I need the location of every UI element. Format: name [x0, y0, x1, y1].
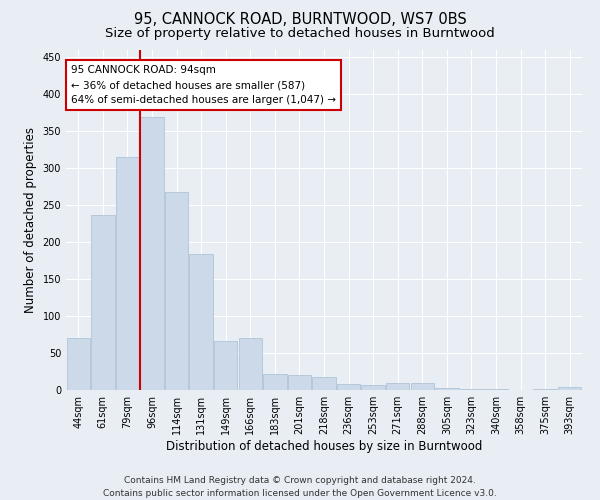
Bar: [190, 254, 213, 390]
Bar: [214, 341, 238, 390]
X-axis label: Distribution of detached houses by size in Burntwood: Distribution of detached houses by size …: [166, 440, 482, 453]
Bar: [165, 192, 188, 390]
Bar: [67, 338, 90, 390]
Text: Size of property relative to detached houses in Burntwood: Size of property relative to detached ho…: [105, 28, 495, 40]
Bar: [410, 382, 434, 390]
Bar: [263, 374, 287, 390]
Bar: [361, 385, 385, 390]
Bar: [484, 388, 508, 390]
Bar: [313, 378, 335, 390]
Bar: [91, 215, 115, 390]
Bar: [239, 338, 262, 390]
Y-axis label: Number of detached properties: Number of detached properties: [24, 127, 37, 313]
Bar: [386, 382, 409, 390]
Text: Contains HM Land Registry data © Crown copyright and database right 2024.
Contai: Contains HM Land Registry data © Crown c…: [103, 476, 497, 498]
Bar: [558, 387, 581, 390]
Bar: [337, 384, 360, 390]
Text: 95, CANNOCK ROAD, BURNTWOOD, WS7 0BS: 95, CANNOCK ROAD, BURNTWOOD, WS7 0BS: [134, 12, 466, 28]
Bar: [288, 375, 311, 390]
Bar: [460, 388, 483, 390]
Bar: [435, 388, 458, 390]
Text: 95 CANNOCK ROAD: 94sqm
← 36% of detached houses are smaller (587)
64% of semi-de: 95 CANNOCK ROAD: 94sqm ← 36% of detached…: [71, 66, 336, 105]
Bar: [140, 116, 164, 390]
Bar: [116, 157, 139, 390]
